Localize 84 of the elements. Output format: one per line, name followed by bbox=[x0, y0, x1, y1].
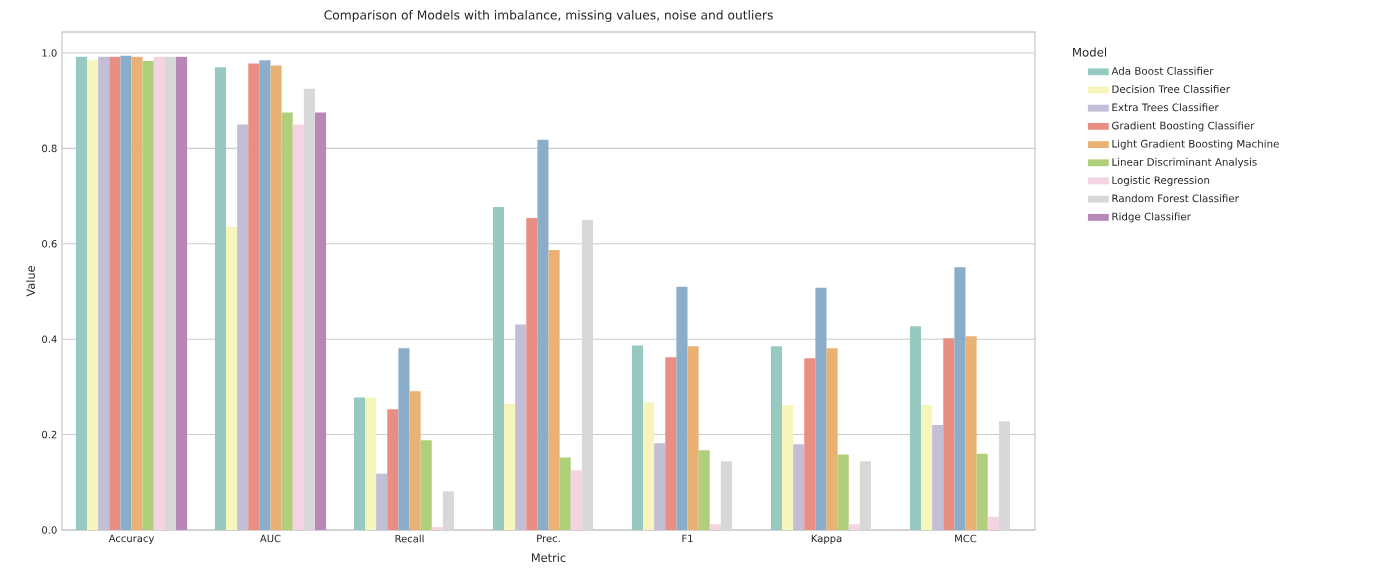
bar bbox=[698, 450, 710, 530]
bar bbox=[504, 404, 516, 530]
legend-label: Linear Discriminant Analysis bbox=[1112, 157, 1257, 168]
bar bbox=[815, 287, 827, 530]
y-axis-title: Value bbox=[26, 266, 35, 297]
bar bbox=[665, 357, 677, 530]
bar bbox=[175, 56, 188, 530]
bar bbox=[709, 524, 721, 530]
legend-label: Light Gradient Boosting Machine bbox=[1112, 139, 1279, 150]
bar bbox=[131, 56, 143, 530]
bar bbox=[226, 227, 238, 530]
bar bbox=[804, 358, 816, 530]
bar bbox=[643, 402, 655, 530]
y-tick-label: 1.0 bbox=[42, 49, 57, 57]
bar bbox=[954, 267, 966, 530]
bar bbox=[259, 60, 271, 530]
bar bbox=[75, 56, 88, 530]
bar bbox=[387, 409, 399, 530]
bar bbox=[87, 60, 99, 530]
x-tick-label: Kappa bbox=[811, 534, 842, 545]
bar bbox=[537, 139, 549, 530]
bar bbox=[314, 112, 327, 530]
legend-label: Logistic Regression bbox=[1112, 176, 1210, 186]
bar bbox=[153, 56, 165, 530]
bar bbox=[631, 345, 644, 530]
bar bbox=[932, 425, 944, 530]
x-tick-label: F1 bbox=[682, 534, 693, 542]
bar bbox=[782, 405, 794, 530]
bar bbox=[965, 336, 977, 530]
bar bbox=[676, 286, 688, 530]
legend-label: Random Forest Classifier bbox=[1112, 194, 1239, 203]
bar bbox=[109, 56, 121, 530]
bar bbox=[837, 454, 849, 530]
bar bbox=[398, 348, 410, 530]
bar bbox=[270, 65, 282, 530]
bar bbox=[770, 346, 783, 530]
bar bbox=[570, 470, 582, 530]
bar bbox=[526, 218, 538, 530]
legend-label: Gradient Boosting Classifier bbox=[1112, 121, 1255, 132]
x-axis-title: Metric bbox=[532, 553, 566, 562]
bar bbox=[237, 124, 249, 530]
bar bbox=[848, 524, 860, 530]
bar bbox=[292, 124, 304, 530]
bar bbox=[353, 397, 366, 530]
x-tick-label: AUC bbox=[260, 534, 281, 543]
x-tick-label: Recall bbox=[395, 534, 424, 543]
bar bbox=[548, 249, 560, 530]
bar bbox=[248, 63, 260, 530]
legend-title: Model bbox=[1073, 47, 1107, 57]
y-tick-label: 0.8 bbox=[42, 144, 57, 153]
bar bbox=[142, 61, 154, 530]
bar bbox=[409, 391, 421, 530]
bar bbox=[281, 112, 293, 530]
bar bbox=[921, 405, 933, 530]
legend-label: Decision Tree Classifier bbox=[1112, 85, 1230, 94]
bar bbox=[826, 348, 838, 530]
legend-label: Extra Trees Classifier bbox=[1112, 103, 1219, 112]
bar bbox=[431, 527, 443, 530]
x-tick-label: Prec. bbox=[537, 534, 560, 543]
bar bbox=[793, 444, 805, 530]
chart-title: Comparison of Models with imbalance, missing values, noise and outliers bbox=[324, 10, 773, 22]
y-tick-label: 0.6 bbox=[42, 240, 57, 248]
bar bbox=[559, 457, 571, 530]
bar bbox=[976, 453, 988, 530]
y-tick-label: 0.4 bbox=[42, 335, 57, 343]
bar bbox=[515, 324, 527, 530]
bar bbox=[120, 55, 132, 530]
legend-label: Ada Boost Classifier bbox=[1111, 66, 1214, 75]
bar bbox=[687, 346, 699, 530]
bar bbox=[376, 473, 388, 530]
legend-label: Ridge Classifier bbox=[1112, 212, 1191, 223]
x-tick-label: Accuracy bbox=[108, 534, 155, 545]
bar bbox=[943, 338, 955, 530]
y-tick-label: 0.2 bbox=[42, 430, 57, 439]
x-tick-label: MCC bbox=[955, 534, 977, 543]
bar bbox=[987, 516, 999, 530]
bar bbox=[909, 326, 922, 530]
bar bbox=[492, 207, 505, 530]
bar bbox=[654, 443, 666, 530]
bar bbox=[98, 56, 110, 530]
bar bbox=[365, 397, 377, 530]
bar bbox=[420, 440, 432, 530]
bar bbox=[214, 67, 227, 530]
y-tick-label: 0.0 bbox=[42, 526, 57, 534]
